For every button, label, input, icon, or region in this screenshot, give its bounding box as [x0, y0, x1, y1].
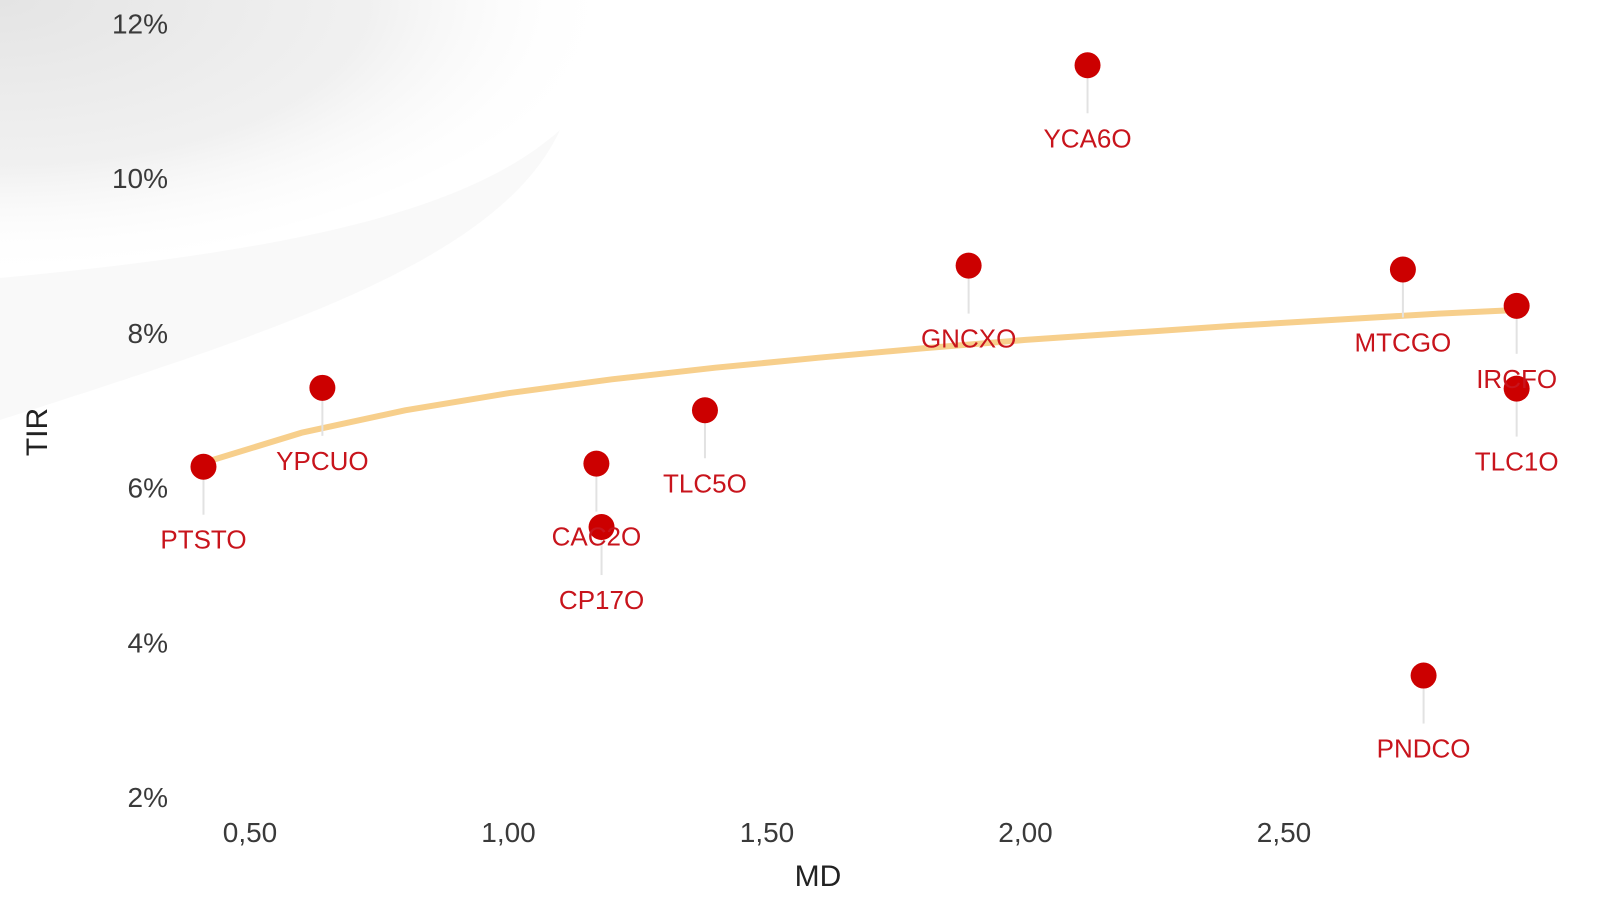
data-point [1389, 256, 1416, 283]
x-tick-label: 1,00 [481, 817, 536, 848]
data-point [1074, 52, 1101, 79]
x-tick-label: 2,50 [1257, 817, 1312, 848]
x-axis-ticks: 0,50 1,00 1,50 2,00 2,50 [223, 817, 1312, 848]
point-label: YPCUO [276, 446, 368, 476]
x-tick-label: 1,50 [740, 817, 795, 848]
point-label: PTSTO [160, 525, 246, 555]
data-point [309, 374, 336, 401]
data-points [190, 52, 1530, 689]
y-tick-label: 6% [128, 473, 168, 504]
y-tick-label: 2% [128, 782, 168, 813]
data-point [583, 450, 610, 477]
point-label: YCA6O [1043, 123, 1131, 153]
data-point [190, 453, 217, 480]
y-axis-ticks: 2% 4% 6% 8% 10% 12% [112, 9, 168, 814]
data-point [691, 397, 718, 424]
background-swoosh [0, 0, 622, 278]
y-tick-label: 4% [128, 627, 168, 658]
y-tick-label: 8% [128, 318, 168, 349]
data-point [1503, 292, 1530, 319]
y-tick-label: 10% [112, 163, 168, 194]
x-axis-title: MD [795, 860, 842, 893]
point-label: CAC2O [552, 522, 642, 552]
point-label: CP17O [559, 585, 644, 615]
y-axis-title: TIR [21, 408, 54, 456]
data-point [955, 252, 982, 279]
point-label: IRCFO [1476, 364, 1557, 394]
y-tick-label: 12% [112, 9, 168, 40]
data-point [588, 514, 615, 541]
x-tick-label: 0,50 [223, 817, 278, 848]
data-point [1410, 662, 1437, 689]
point-label: GNCXO [921, 324, 1016, 354]
data-point [1503, 375, 1530, 402]
point-label: PNDCO [1377, 734, 1471, 764]
point-label: TLC1O [1475, 447, 1559, 477]
x-tick-label: 2,00 [998, 817, 1053, 848]
point-label: MTCGO [1355, 327, 1452, 357]
trendline [195, 306, 1525, 468]
point-labels: PTSTO YPCUO CAC2O CP17O TLC5O GNCXO YCA6O MTCGO… [160, 123, 1558, 763]
point-label: TLC5O [663, 468, 747, 498]
background-swoosh-lower [0, 130, 560, 420]
